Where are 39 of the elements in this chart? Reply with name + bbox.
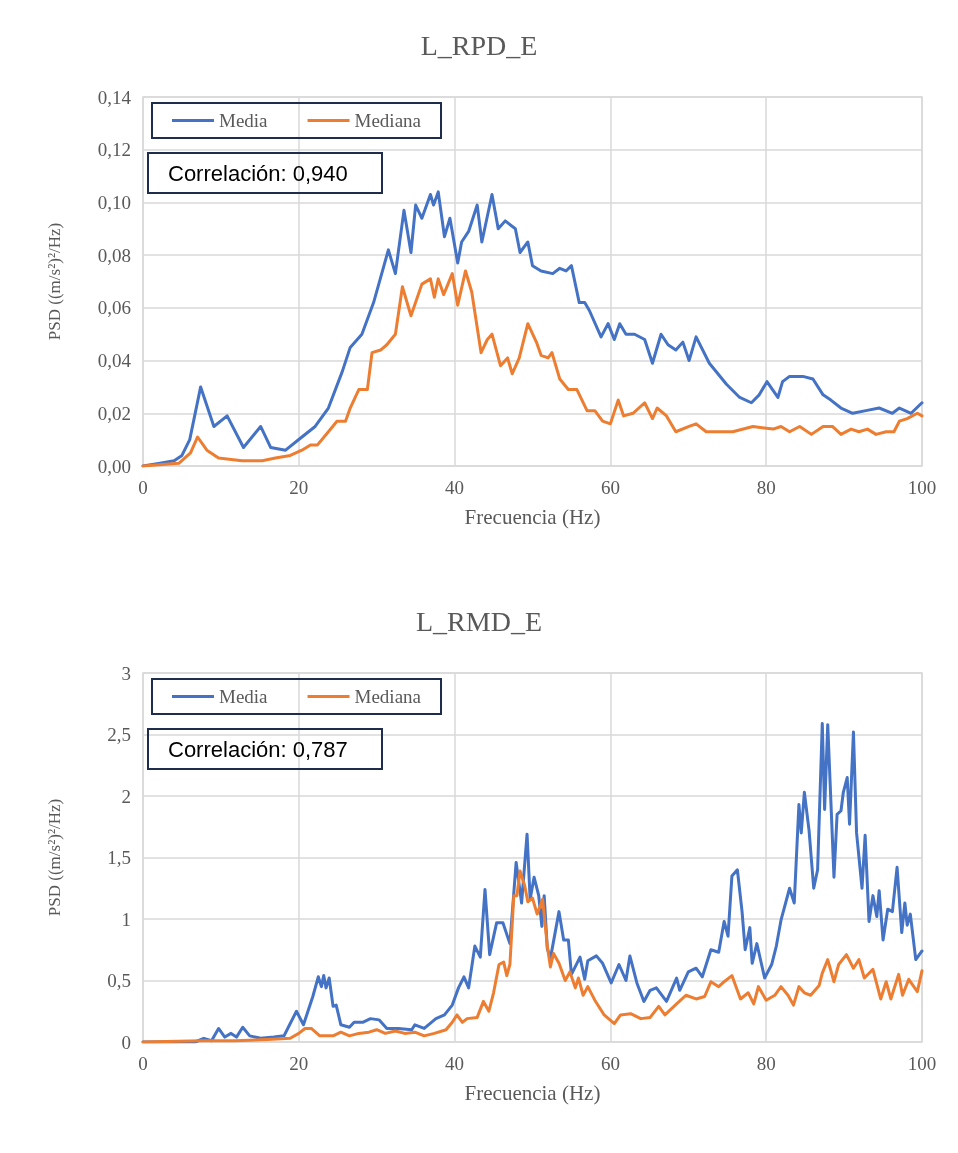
y-tick-label: 0,00	[97, 455, 131, 477]
x-tick-label: 40	[445, 1053, 465, 1074]
x-tick-label: 60	[600, 477, 620, 498]
y-tick-label: 1	[121, 908, 131, 930]
y-tick-label: 0,5	[107, 970, 131, 991]
y-tick-label: 0,02	[97, 402, 131, 424]
annotation: Correlación: 0,787	[168, 736, 348, 762]
x-tick-label: 100	[907, 1053, 937, 1074]
y-tick-label: 0,06	[97, 297, 131, 319]
x-axis-title: Frecuencia (Hz)	[464, 1080, 601, 1105]
y-tick-label: 0	[121, 1031, 131, 1053]
y-tick-label: 0,04	[97, 350, 132, 372]
legend-label: Media	[219, 110, 269, 131]
chart-title: L_RPD_E	[420, 29, 538, 61]
x-tick-label: 0	[138, 1053, 148, 1074]
x-axis-title: Frecuencia (Hz)	[464, 504, 601, 529]
y-tick-label: 2	[121, 785, 131, 807]
chart-title: L_RMD_E	[416, 605, 542, 637]
x-tick-label: 0	[138, 477, 148, 498]
annotation: Correlación: 0,940	[168, 160, 348, 186]
y-tick-label: 0,10	[97, 191, 131, 213]
y-tick-label: 2,5	[107, 724, 131, 745]
legend-label: Media	[219, 686, 269, 707]
x-tick-label: 80	[756, 1053, 776, 1074]
y-tick-label: 1,5	[107, 847, 131, 868]
x-tick-label: 20	[289, 477, 309, 498]
x-tick-label: 100	[907, 477, 937, 498]
y-axis-title: PSD ((m/s²)²/Hz)	[45, 798, 64, 917]
x-tick-label: 60	[600, 1053, 620, 1074]
y-tick-label: 3	[121, 662, 131, 684]
legend-label: Mediana	[354, 110, 422, 131]
x-tick-label: 20	[289, 1053, 309, 1074]
y-tick-label: 0,12	[97, 139, 131, 161]
y-axis-title: PSD ((m/s²)²/Hz)	[45, 222, 64, 341]
x-tick-label: 40	[445, 477, 465, 498]
x-tick-label: 80	[756, 477, 776, 498]
y-tick-label: 0,14	[97, 86, 132, 108]
legend-label: Mediana	[354, 686, 422, 707]
y-tick-label: 0,08	[97, 244, 131, 266]
